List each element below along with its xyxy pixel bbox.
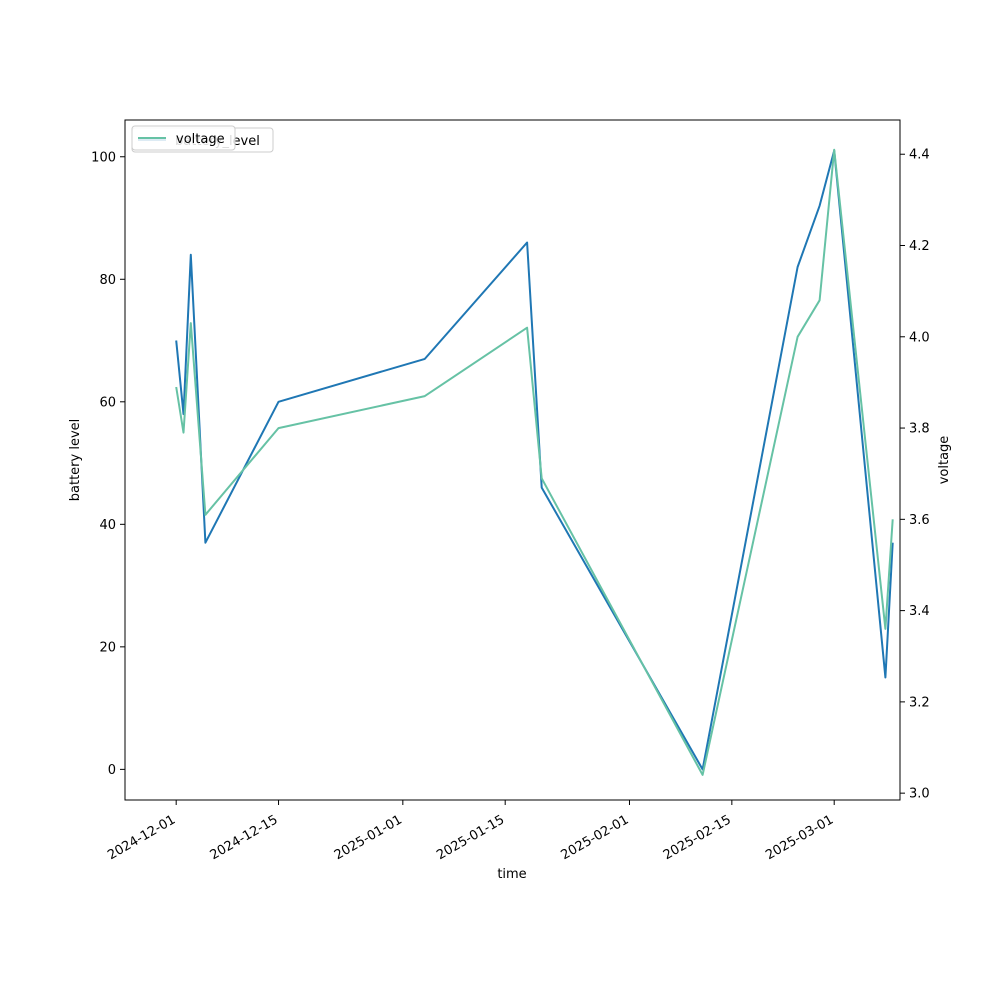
x-tick-label: 2025-03-01: [763, 812, 836, 863]
x-tick-label: 2025-01-01: [332, 812, 405, 863]
y-axis-left-label: battery level: [68, 419, 83, 502]
legend-box-voltage: [131, 125, 236, 151]
y-left-tick-label: 100: [91, 150, 116, 165]
y-left-tick-label: 20: [99, 640, 116, 655]
y-right-tick-label: 3.8: [909, 422, 930, 437]
x-axis: 2024-12-01 2024-12-15 2025-01-01 2025-01-15…: [105, 800, 836, 863]
x-tick-label: 2025-01-15: [434, 812, 507, 863]
y-left-tick-label: 80: [99, 273, 116, 288]
y-right-tick-label: 4.2: [909, 239, 930, 254]
y-right-tick-label: 3.2: [909, 695, 930, 710]
series-line-voltage: [175, 148, 894, 776]
y-right-tick-label: 3.4: [909, 604, 930, 619]
x-tick-label: 2025-02-01: [559, 812, 632, 863]
x-tick-label: 2024-12-15: [208, 812, 281, 863]
series-layer: [175, 148, 894, 776]
y-left-tick-label: 40: [99, 518, 116, 533]
x-tick-label: 2024-12-01: [105, 812, 178, 863]
plot-area: [125, 120, 900, 800]
y-right-tick-label: 3.0: [909, 787, 930, 802]
y-left-tick-label: 0: [108, 763, 116, 778]
plot-background: [125, 120, 900, 800]
y-right-tick-label: 4.0: [909, 330, 930, 345]
y-axis-right-label: voltage: [937, 436, 952, 485]
x-axis-label: time: [497, 867, 526, 882]
series-line-battery-level: [175, 149, 894, 771]
y-left-tick-label: 60: [99, 395, 116, 410]
plot-frame: [124, 119, 901, 801]
plot-border: [124, 119, 901, 801]
y-axis-right: 3.0 3.2 3.4 3.6 3.8 4.0 4.2 4.4: [900, 148, 930, 802]
y-axis-left: 0 20 40 60 80 100: [91, 150, 125, 778]
y-right-tick-label: 3.6: [909, 513, 930, 528]
y-right-tick-label: 4.4: [909, 148, 930, 163]
legend-label-voltage: voltage: [176, 132, 225, 147]
x-tick-label: 2025-02-15: [661, 812, 734, 863]
